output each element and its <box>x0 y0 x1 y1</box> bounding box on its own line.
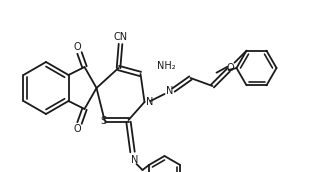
Text: O: O <box>74 124 81 134</box>
Text: N: N <box>146 97 153 107</box>
Text: N: N <box>131 155 138 165</box>
Text: S: S <box>100 116 107 126</box>
Text: NH₂: NH₂ <box>156 61 175 71</box>
Text: N: N <box>166 86 173 96</box>
Text: O: O <box>227 63 234 73</box>
Text: O: O <box>74 42 81 52</box>
Text: CN: CN <box>113 32 128 42</box>
